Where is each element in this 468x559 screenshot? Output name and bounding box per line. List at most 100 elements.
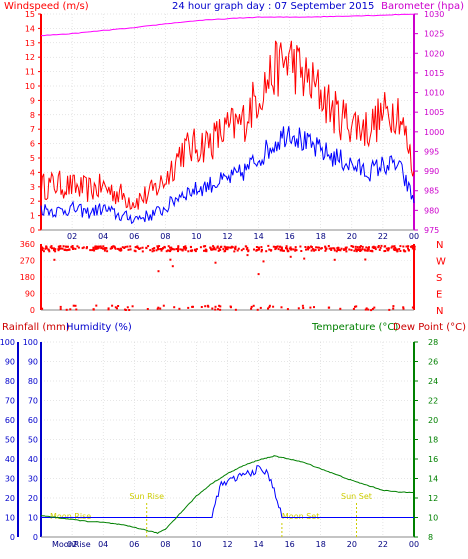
rainfall-tick-label: 0 [10, 533, 15, 542]
direction-point [240, 249, 243, 252]
direction-point [67, 245, 69, 248]
temp-x-tick-label: 08 [160, 540, 170, 549]
direction-point [285, 247, 287, 249]
rainfall-tick-label: 20 [5, 494, 15, 503]
direction-point [47, 248, 50, 251]
direction-point [71, 245, 74, 247]
rainfall-tick-label: 80 [5, 377, 15, 386]
direction-point [396, 250, 399, 252]
windspeed-tick-label: 14 [25, 24, 35, 33]
direction-point [218, 304, 221, 307]
direction-point [214, 261, 217, 264]
direction-point [98, 245, 100, 248]
direction-tick-label: 360 [20, 240, 35, 249]
direction-point [393, 245, 396, 248]
direction-point [160, 249, 163, 252]
direction-point [324, 245, 327, 248]
direction-point [113, 245, 116, 248]
direction-point [93, 249, 96, 252]
direction-point [253, 248, 255, 251]
temp-x-tick-label: 04 [98, 540, 108, 549]
direction-point [224, 250, 227, 252]
direction-point [402, 306, 405, 309]
compass-label: W [436, 257, 446, 268]
direction-point [169, 258, 172, 261]
windspeed-tick-label: 9 [30, 96, 35, 105]
direction-point [158, 245, 161, 248]
direction-point [276, 245, 279, 248]
direction-point [134, 250, 137, 253]
direction-point [411, 306, 414, 309]
direction-point [214, 305, 217, 308]
direction-point [335, 250, 338, 253]
direction-point [371, 307, 374, 310]
direction-point [59, 305, 62, 308]
direction-point [285, 245, 288, 248]
windspeed-tick-label: 0 [30, 226, 35, 235]
direction-point [176, 249, 179, 252]
temperature-tick-label: 24 [428, 377, 438, 386]
direction-point [231, 246, 234, 249]
direction-point [165, 250, 168, 253]
direction-point [294, 246, 297, 249]
direction-point [219, 308, 222, 311]
direction-point [280, 248, 283, 251]
direction-point [225, 248, 227, 251]
direction-point [65, 308, 68, 311]
direction-point [226, 248, 229, 251]
direction-point [159, 307, 162, 310]
direction-point [411, 247, 414, 250]
direction-point [318, 246, 321, 249]
barometer-tick-label: 1015 [424, 69, 444, 78]
direction-point [176, 248, 179, 251]
direction-point [153, 247, 156, 250]
direction-point [350, 245, 353, 247]
direction-point [339, 249, 342, 252]
direction-point [103, 249, 106, 252]
rainfall-tick-label: 60 [5, 416, 15, 425]
direction-point [244, 245, 247, 248]
direction-point [289, 246, 292, 249]
direction-point [234, 248, 237, 251]
direction-point [320, 247, 322, 250]
direction-point [364, 308, 367, 311]
direction-point [354, 245, 357, 248]
direction-point [369, 249, 372, 252]
direction-point [210, 248, 213, 251]
direction-point [250, 305, 253, 308]
barometer-tick-label: 1025 [424, 30, 444, 39]
direction-point [336, 249, 339, 251]
temperature-tick-label: 10 [428, 514, 438, 523]
temperature-tick-label: 18 [428, 436, 438, 445]
direction-point [386, 249, 389, 252]
direction-point [157, 306, 160, 309]
direction-point [67, 248, 69, 251]
wind-gust-line [40, 40, 415, 210]
direction-point [94, 246, 97, 249]
humidity-tick-label: 50 [28, 436, 38, 445]
direction-point [139, 247, 142, 250]
wind-x-tick-label: 18 [316, 232, 326, 241]
direction-point [290, 247, 293, 250]
direction-point [289, 255, 292, 258]
direction-point [137, 246, 139, 249]
direction-point [129, 245, 132, 248]
rainfall-tick-label: 90 [5, 358, 15, 367]
direction-point [268, 304, 271, 307]
direction-point [359, 250, 362, 252]
direction-point [361, 245, 364, 248]
direction-point [45, 246, 48, 249]
direction-point [370, 309, 373, 312]
direction-point [118, 249, 121, 252]
temperature-tick-label: 20 [428, 416, 438, 425]
direction-point [359, 248, 362, 251]
wind-x-tick-label: 00 [409, 232, 419, 241]
humidity-tick-label: 10 [28, 514, 38, 523]
direction-point [283, 249, 285, 252]
direction-point [205, 250, 208, 253]
direction-point [325, 247, 328, 250]
direction-point [57, 245, 60, 248]
direction-point [155, 249, 158, 252]
direction-point [353, 249, 356, 252]
direction-point [380, 244, 383, 247]
